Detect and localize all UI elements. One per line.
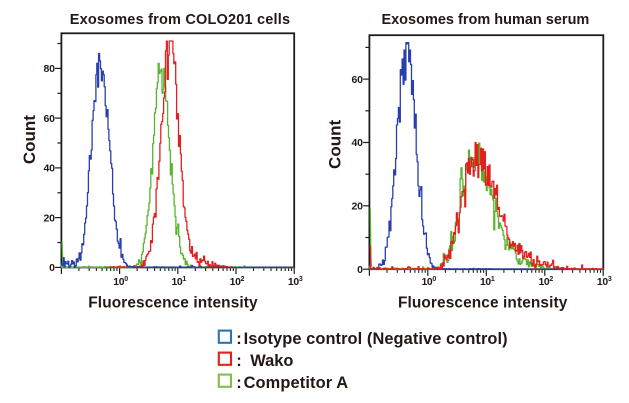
svg-text:Count: Count	[20, 115, 39, 164]
svg-text:40: 40	[44, 163, 56, 175]
svg-text:0: 0	[357, 264, 363, 276]
svg-text:40: 40	[352, 137, 364, 149]
svg-text:102: 102	[538, 276, 553, 288]
svg-text:Exosomes from COLO201 cells: Exosomes from COLO201 cells	[70, 12, 291, 28]
svg-text::Competitor A: : Competitor A	[236, 374, 348, 392]
svg-text:100: 100	[113, 276, 128, 288]
svg-text::Wako: : Wako	[236, 352, 293, 370]
svg-text:20: 20	[44, 212, 56, 224]
svg-text:Fluorescence intensity: Fluorescence intensity	[398, 295, 568, 312]
svg-text:100: 100	[421, 276, 436, 288]
svg-text:80: 80	[44, 63, 56, 75]
svg-text:60: 60	[352, 74, 364, 86]
svg-text:20: 20	[352, 201, 364, 213]
svg-text::Isotype control (Negative con: : Isotype control (Negative control)	[236, 330, 507, 348]
svg-text:Fluorescence intensity: Fluorescence intensity	[88, 295, 258, 312]
svg-text:101: 101	[171, 276, 186, 288]
svg-text:0: 0	[49, 262, 55, 274]
svg-text:101: 101	[480, 276, 495, 288]
svg-text:102: 102	[230, 276, 245, 288]
svg-text:Count: Count	[325, 120, 344, 169]
svg-text:103: 103	[597, 276, 612, 288]
svg-text:60: 60	[44, 113, 56, 125]
svg-text:103: 103	[288, 276, 303, 288]
svg-text:Exosomes from human serum: Exosomes from human serum	[381, 12, 589, 28]
